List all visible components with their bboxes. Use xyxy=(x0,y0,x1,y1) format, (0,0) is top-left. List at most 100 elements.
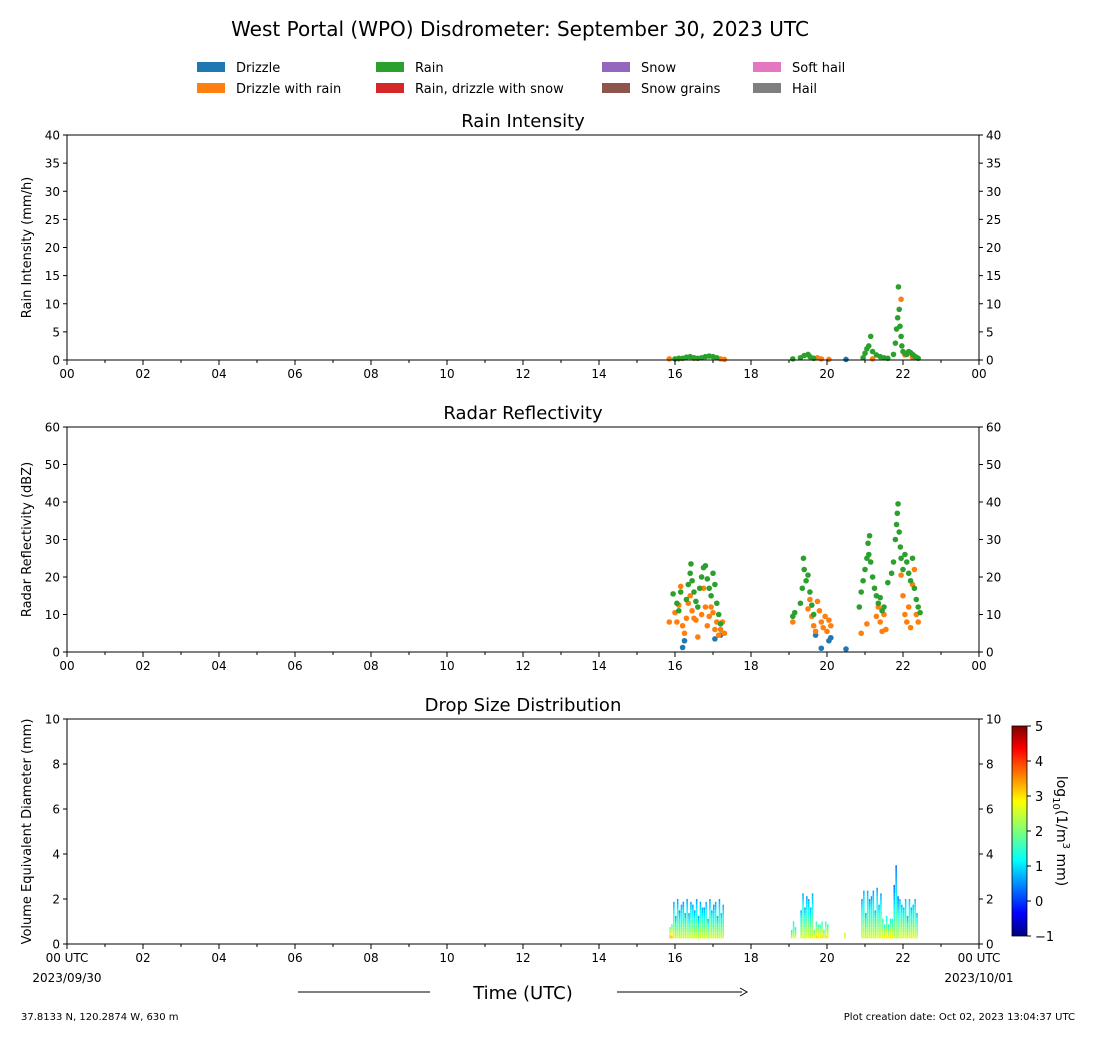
heatmap-cell xyxy=(680,913,683,916)
heatmap-cell xyxy=(675,921,677,925)
data-point xyxy=(702,604,709,610)
data-point xyxy=(696,585,703,592)
heatmap-cell xyxy=(897,913,899,916)
heatmap-cell xyxy=(695,907,698,911)
heatmap-cell xyxy=(916,918,918,922)
heatmap-cell xyxy=(910,913,913,916)
heatmap-cell xyxy=(811,915,814,919)
heatmap-cell xyxy=(870,915,873,919)
heatmap-cell xyxy=(899,907,901,911)
heatmap-cell xyxy=(713,910,715,914)
heatmap-cell xyxy=(716,935,719,939)
heatmap-cell xyxy=(868,921,871,925)
data-point xyxy=(818,645,825,652)
heatmap-cell xyxy=(705,935,707,939)
heatmap-cell xyxy=(866,921,869,925)
heatmap-cell xyxy=(895,913,897,916)
data-point xyxy=(883,626,889,633)
y-tick-label-left: 10 xyxy=(45,713,60,727)
y-tick-label-right: 10 xyxy=(986,608,1001,622)
heatmap-cell xyxy=(868,927,871,930)
heatmap-cell xyxy=(699,927,702,930)
data-point xyxy=(691,589,697,595)
legend-swatch xyxy=(376,62,404,72)
plot-area xyxy=(669,865,918,939)
y-tick-label-right: 4 xyxy=(986,848,994,862)
heatmap-cell xyxy=(709,899,711,902)
heatmap-cell xyxy=(868,913,871,916)
heatmap-cell xyxy=(792,932,795,936)
heatmap-cell xyxy=(682,929,685,933)
heatmap-cell xyxy=(716,918,719,922)
data-point xyxy=(710,609,716,616)
heatmap-cell xyxy=(897,907,899,911)
heatmap-cell xyxy=(809,929,812,933)
heatmap-cell xyxy=(720,915,723,919)
heatmap-cell xyxy=(804,910,806,914)
heatmap-cell xyxy=(802,899,804,902)
heatmap-cell xyxy=(722,904,724,908)
heatmap-cell xyxy=(861,929,863,933)
heatmap-cell xyxy=(688,924,690,928)
data-point xyxy=(888,570,895,577)
heatmap-cell xyxy=(895,915,897,919)
heatmap-cell xyxy=(897,910,899,914)
heatmap-cell xyxy=(697,935,700,939)
data-point xyxy=(698,574,705,580)
heatmap-cell xyxy=(806,918,808,922)
data-point xyxy=(693,617,699,623)
heatmap-cell xyxy=(891,927,894,930)
heatmap-cell xyxy=(904,929,907,933)
heatmap-cell xyxy=(872,890,875,894)
heatmap-cell xyxy=(811,918,814,922)
heatmap-cell xyxy=(908,932,911,936)
heatmap-cell xyxy=(821,935,823,939)
heatmap-cell xyxy=(882,921,884,925)
data-point xyxy=(911,585,918,592)
heatmap-cell xyxy=(880,927,882,930)
heatmap-cell xyxy=(673,932,675,936)
heatmap-cell xyxy=(868,935,871,939)
heatmap-cell xyxy=(885,924,888,928)
heatmap-cell xyxy=(874,929,876,933)
heatmap-cell xyxy=(863,899,865,902)
legend-swatch xyxy=(197,62,225,72)
heatmap-cell xyxy=(868,924,871,928)
heatmap-cell xyxy=(673,927,675,930)
heatmap-cell xyxy=(701,910,704,914)
heatmap-cell xyxy=(866,904,869,908)
heatmap-cell xyxy=(701,913,704,916)
heatmap-cell xyxy=(910,924,913,928)
heatmap-cell xyxy=(889,935,892,939)
heatmap-cell xyxy=(895,927,897,930)
heatmap-cell xyxy=(676,915,679,919)
data-point xyxy=(820,624,826,631)
heatmap-cell xyxy=(714,924,717,928)
data-point xyxy=(866,532,873,539)
data-point xyxy=(895,501,901,507)
heatmap-cell xyxy=(690,927,692,930)
heatmap-cell xyxy=(914,915,916,919)
x-tick-label: 22 xyxy=(895,951,910,965)
heatmap-cell xyxy=(705,929,707,933)
heatmap-cell xyxy=(794,927,797,930)
heatmap-cell xyxy=(866,910,869,914)
heatmap-cell xyxy=(695,901,698,905)
heatmap-cell xyxy=(893,893,895,897)
heatmap-cell xyxy=(811,929,814,933)
data-point xyxy=(895,284,902,290)
heatmap-cell xyxy=(669,929,671,933)
heatmap-cell xyxy=(709,935,711,939)
heatmap-cell xyxy=(815,927,818,930)
y-tick-label-left: 6 xyxy=(52,803,60,817)
heatmap-cell xyxy=(897,935,899,939)
heatmap-cell xyxy=(865,935,867,939)
data-point xyxy=(688,561,694,567)
heatmap-cell xyxy=(895,873,897,877)
heatmap-cell xyxy=(897,924,899,928)
heatmap-cell xyxy=(701,932,704,936)
heatmap-cell xyxy=(811,927,814,930)
heatmap-cell xyxy=(880,913,882,916)
heatmap-cell xyxy=(912,927,914,930)
